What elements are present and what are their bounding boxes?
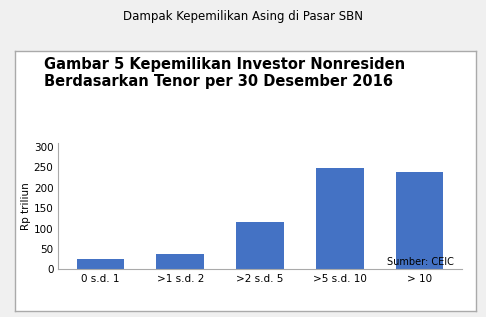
Y-axis label: Rp triliun: Rp triliun — [21, 182, 31, 230]
Bar — [396, 172, 443, 269]
Text: Sumber: CEIC: Sumber: CEIC — [387, 257, 453, 267]
Bar — [236, 222, 284, 269]
Text: Gambar 5 Kepemilikan Investor Nonresiden
Berdasarkan Tenor per 30 Desember 2016: Gambar 5 Kepemilikan Investor Nonresiden… — [44, 57, 405, 89]
Bar — [77, 259, 124, 269]
Bar — [156, 254, 204, 269]
Text: Dampak Kepemilikan Asing di Pasar SBN: Dampak Kepemilikan Asing di Pasar SBN — [123, 10, 363, 23]
Bar — [316, 168, 364, 269]
